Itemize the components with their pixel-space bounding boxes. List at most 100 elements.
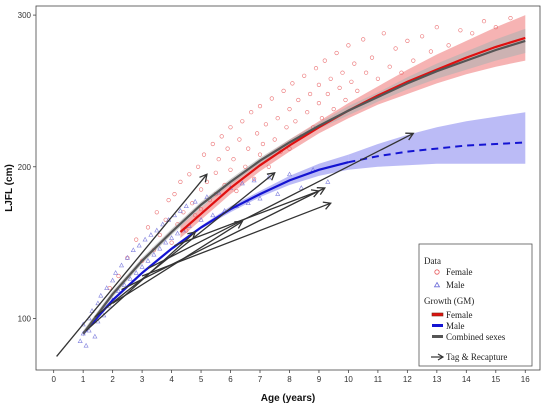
female-data-point xyxy=(296,97,301,103)
female-data-point xyxy=(346,43,351,48)
female-data-point xyxy=(313,66,319,71)
male-data-point xyxy=(192,198,198,204)
female-data-point xyxy=(210,141,215,147)
tag-recapture-arrowhead xyxy=(316,187,326,195)
female-data-point xyxy=(116,273,121,279)
male-data-point xyxy=(275,191,281,196)
x-axis-title: Age (years) xyxy=(261,393,315,404)
male-data-point xyxy=(298,185,304,190)
female-data-point xyxy=(375,76,381,81)
female-data-point xyxy=(352,61,357,66)
male-data-point xyxy=(83,342,89,348)
x-tick-label: 15 xyxy=(491,375,500,384)
female-data-point xyxy=(199,207,204,212)
legend-female-curve-label: Female xyxy=(446,310,473,320)
female-data-point xyxy=(411,58,416,63)
legend-combined-curve-swatch xyxy=(432,335,443,338)
male-confidence-band xyxy=(83,154,349,336)
female-data-point xyxy=(243,164,248,169)
female-data-point xyxy=(316,82,322,87)
female-data-point xyxy=(187,172,192,177)
male-data-point xyxy=(133,270,139,275)
tag-recapture-arrow xyxy=(121,187,326,291)
legend-female-curve-swatch xyxy=(431,312,444,317)
female-data-point xyxy=(263,122,269,127)
legend-arrow-label: Tag & Recapture xyxy=(446,352,507,362)
female-data-point xyxy=(213,170,218,175)
female-data-point xyxy=(281,88,286,93)
x-tick-label: 9 xyxy=(317,375,322,384)
female-data-point xyxy=(272,137,277,142)
tag-recapture-arrowhead xyxy=(322,201,332,210)
male-data-point xyxy=(145,257,151,263)
x-tick-label: 16 xyxy=(521,375,530,384)
female-data-point xyxy=(381,31,386,36)
tag-recapture-arrow xyxy=(147,132,414,269)
female-data-point xyxy=(319,116,325,121)
female-data-point xyxy=(405,38,410,44)
male-data-point xyxy=(118,262,125,268)
tag-recapture-arrow xyxy=(141,202,331,277)
female-data-point xyxy=(337,85,342,90)
female-data-point xyxy=(228,125,233,130)
tag-recapture-arrow xyxy=(174,190,320,247)
male-data-point xyxy=(198,217,204,222)
female-data-point xyxy=(169,240,174,245)
female-data-point xyxy=(316,100,322,106)
male-data-point xyxy=(148,232,154,237)
female-data-point xyxy=(343,97,348,103)
male-data-point xyxy=(204,194,210,199)
female-data-point xyxy=(172,192,177,197)
female-data-point xyxy=(266,164,271,169)
female-data-point xyxy=(355,88,360,93)
male-data-point xyxy=(130,247,136,252)
tag-recapture-arrowhead xyxy=(310,189,321,198)
female-data-point xyxy=(275,116,280,121)
male-data-point xyxy=(89,308,95,313)
legend-male-data-label: Male xyxy=(446,280,465,290)
x-tick-label: 11 xyxy=(374,375,383,384)
male-data-point xyxy=(257,195,263,201)
y-tick-label: 100 xyxy=(18,314,32,323)
male-data-point xyxy=(113,270,119,275)
female-data-point xyxy=(508,16,513,21)
female-data-point xyxy=(249,110,254,115)
male-extrapolated-band xyxy=(348,112,526,170)
female-data-point xyxy=(199,187,204,192)
male-data-point xyxy=(325,179,331,184)
female-data-point xyxy=(196,164,201,169)
female-data-point xyxy=(458,28,463,33)
female-data-point xyxy=(434,25,439,30)
legend-male-curve-swatch xyxy=(432,324,443,327)
combined-sexes-growth-curve xyxy=(82,39,526,335)
male-data-point xyxy=(286,171,293,177)
combined-sexes-confidence-band xyxy=(83,28,526,337)
male-data-point xyxy=(183,203,189,208)
female-data-point xyxy=(234,188,239,194)
male-extrapolated-curve xyxy=(348,141,526,164)
female-data-point xyxy=(328,76,333,81)
legend-male-marker xyxy=(433,281,441,288)
y-axis-title: LJFL (cm) xyxy=(4,164,15,212)
female-data-point xyxy=(325,91,330,97)
x-tick-label: 3 xyxy=(140,375,145,384)
female-data-point xyxy=(293,119,298,124)
male-data-point xyxy=(92,333,98,339)
male-data-point xyxy=(121,282,127,287)
female-data-point xyxy=(178,179,183,184)
x-tick-label: 0 xyxy=(51,375,56,384)
female-data-point xyxy=(216,157,221,162)
male-data-point xyxy=(98,292,104,298)
x-tick-label: 8 xyxy=(287,375,292,384)
female-data-point xyxy=(134,237,139,242)
female-data-point xyxy=(493,25,498,30)
female-data-point xyxy=(257,103,263,109)
male-data-point xyxy=(154,227,160,233)
tag-recapture-arrow xyxy=(85,231,196,332)
female-data-point xyxy=(201,152,207,157)
female-data-point xyxy=(364,70,369,75)
tag-recapture-arrows xyxy=(56,132,415,357)
male-data-point xyxy=(95,300,101,306)
female-data-point xyxy=(260,141,266,147)
male-data-point xyxy=(177,207,183,213)
